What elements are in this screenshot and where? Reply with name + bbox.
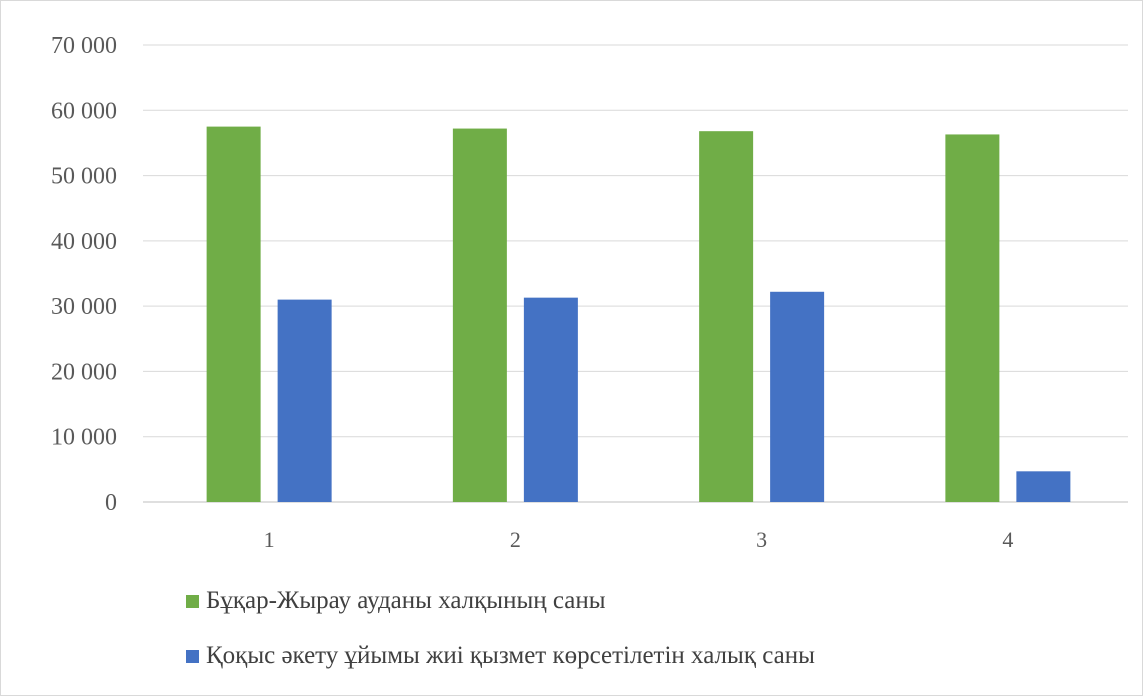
y-tick-label: 20 000 [51, 359, 117, 385]
x-tick-label: 2 [510, 527, 521, 552]
x-tick-label: 3 [756, 527, 767, 552]
bar-series-2-category-4 [1016, 471, 1071, 502]
bars [206, 126, 1071, 503]
y-tick-label: 40 000 [51, 229, 117, 255]
x-tick-label: 1 [264, 527, 275, 552]
x-tick-label: 4 [1002, 527, 1013, 552]
x-axis-ticks: 1 2 3 4 [264, 527, 1014, 552]
legend-label: Бұқар-Жырау ауданы халқының саны [206, 587, 606, 614]
bar-series-2-category-3 [770, 291, 825, 502]
y-tick-label: 50 000 [51, 164, 117, 190]
bar-series-2-category-1 [277, 299, 332, 502]
bar-series-1-category-1 [206, 126, 261, 502]
y-axis-ticks: 0 10 000 20 000 30 000 40 000 50 000 60 000 70 … [51, 33, 117, 516]
bar-series-1-category-2 [452, 128, 507, 502]
y-tick-label: 30 000 [51, 294, 117, 320]
y-tick-label: 70 000 [51, 33, 117, 59]
bar-series-1-category-4 [945, 134, 1000, 503]
legend-label: Қоқыс әкету ұйымы жиі қызмет көрсетілеті… [206, 642, 815, 669]
legend: Бұқар-Жырау ауданы халқының саны Қоқыс әк… [186, 587, 815, 669]
legend-swatch [186, 650, 199, 663]
y-tick-label: 60 000 [51, 98, 117, 124]
legend-item: Қоқыс әкету ұйымы жиі қызмет көрсетілеті… [186, 642, 815, 669]
y-tick-label: 10 000 [51, 425, 117, 451]
y-tick-label: 0 [105, 490, 117, 516]
bar-series-1-category-3 [699, 131, 754, 503]
legend-item: Бұқар-Жырау ауданы халқының саны [186, 587, 606, 614]
legend-swatch [186, 595, 199, 608]
bar-series-2-category-2 [523, 297, 578, 502]
